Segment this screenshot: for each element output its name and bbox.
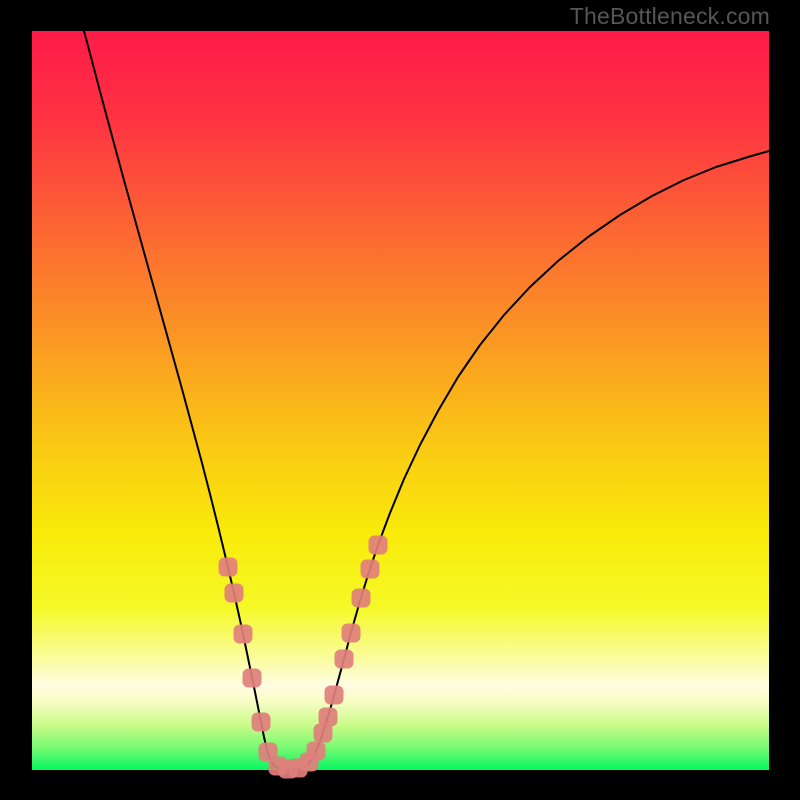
data-marker xyxy=(361,560,380,579)
data-marker xyxy=(369,536,388,555)
data-marker xyxy=(319,708,338,727)
outer-frame xyxy=(0,0,800,800)
data-marker xyxy=(325,686,344,705)
curve-left-branch xyxy=(84,31,284,770)
data-marker xyxy=(352,589,371,608)
data-marker xyxy=(243,669,262,688)
chart-svg xyxy=(32,31,769,770)
data-marker xyxy=(307,742,326,761)
data-marker xyxy=(234,625,253,644)
curve-right-branch xyxy=(284,151,769,770)
data-marker xyxy=(252,713,271,732)
plot-area xyxy=(32,31,769,770)
data-marker xyxy=(219,558,238,577)
data-marker xyxy=(335,650,354,669)
data-marker xyxy=(225,584,244,603)
data-marker xyxy=(342,624,361,643)
watermark-text: TheBottleneck.com xyxy=(570,3,770,30)
